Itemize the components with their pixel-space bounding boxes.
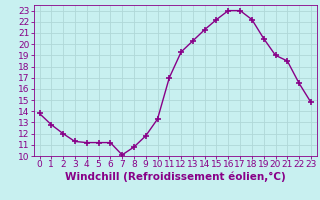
X-axis label: Windchill (Refroidissement éolien,°C): Windchill (Refroidissement éolien,°C): [65, 172, 285, 182]
